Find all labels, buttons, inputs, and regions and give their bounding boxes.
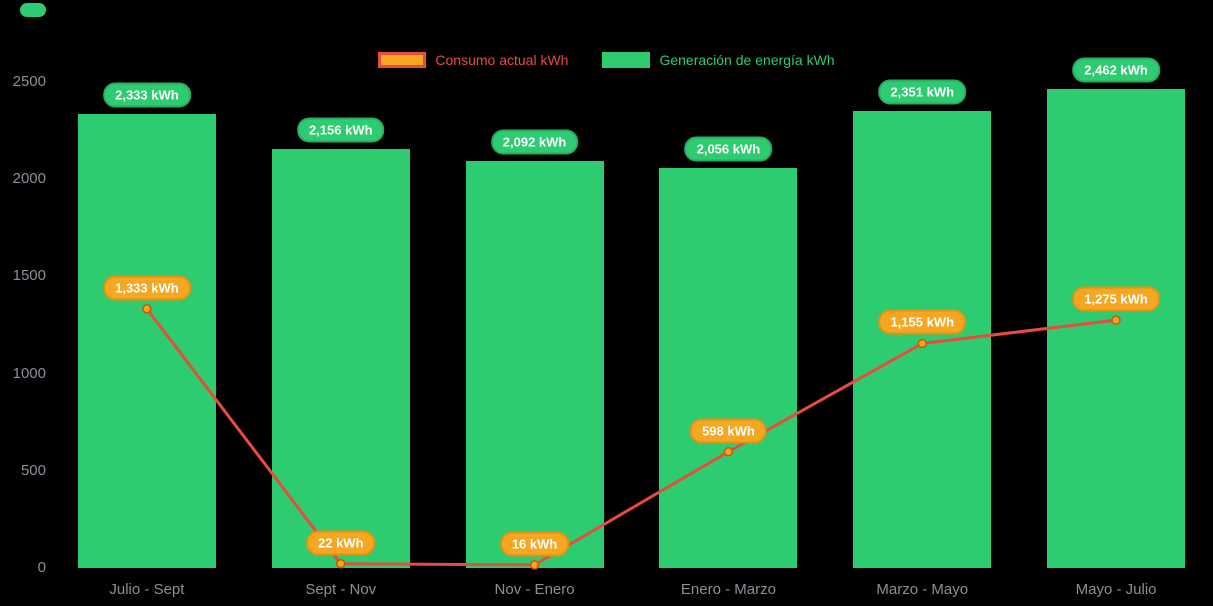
legend-item-generacion-energia[interactable]: Generación de energía kWh — [602, 52, 835, 68]
bar-value-label: 2,351 kWh — [878, 79, 967, 105]
y-tick-label: 500 — [20, 461, 46, 479]
generation-bar[interactable] — [1047, 89, 1186, 568]
generation-bar[interactable] — [853, 110, 992, 568]
bar-value-label: 2,056 kWh — [684, 136, 773, 162]
y-tick-label: 2000 — [12, 170, 46, 188]
y-tick-label: 1000 — [12, 364, 46, 382]
y-tick-label: 1500 — [12, 267, 46, 285]
corner-mark — [20, 3, 46, 17]
x-axis-label: Sept - Nov — [305, 581, 377, 598]
y-tick-label: 0 — [37, 559, 46, 576]
generation-bar[interactable] — [271, 148, 410, 568]
generation-bar[interactable] — [659, 168, 798, 568]
x-axis-label: Mayo - Julio — [1075, 581, 1157, 598]
generation-bar[interactable] — [77, 114, 216, 568]
legend-swatch-consumo-actual — [378, 52, 427, 68]
legend-swatch-generacion-energia — [602, 52, 651, 68]
bar-value-label: 2,092 kWh — [490, 129, 579, 155]
x-axis-label: Nov - Enero — [494, 581, 575, 598]
bar-value-label: 2,333 kWh — [103, 82, 191, 108]
x-axis-label: Julio - Sept — [109, 581, 185, 598]
y-tick-label: 2500 — [12, 73, 46, 90]
generation-bar[interactable] — [465, 161, 604, 568]
legend-item-consumo-actual[interactable]: Consumo actual kWh — [378, 52, 568, 68]
x-axis-label: Marzo - Mayo — [876, 581, 969, 598]
legend-label-consumo-actual: Consumo actual kWh — [435, 52, 569, 68]
bar-value-label: 2,156 kWh — [296, 117, 385, 143]
x-axis-label: Enero - Marzo — [680, 581, 776, 598]
legend-label-generacion-energia: Generación de energía kWh — [659, 52, 835, 68]
legend: Consumo actual kWh Generación de energía… — [0, 52, 1213, 68]
